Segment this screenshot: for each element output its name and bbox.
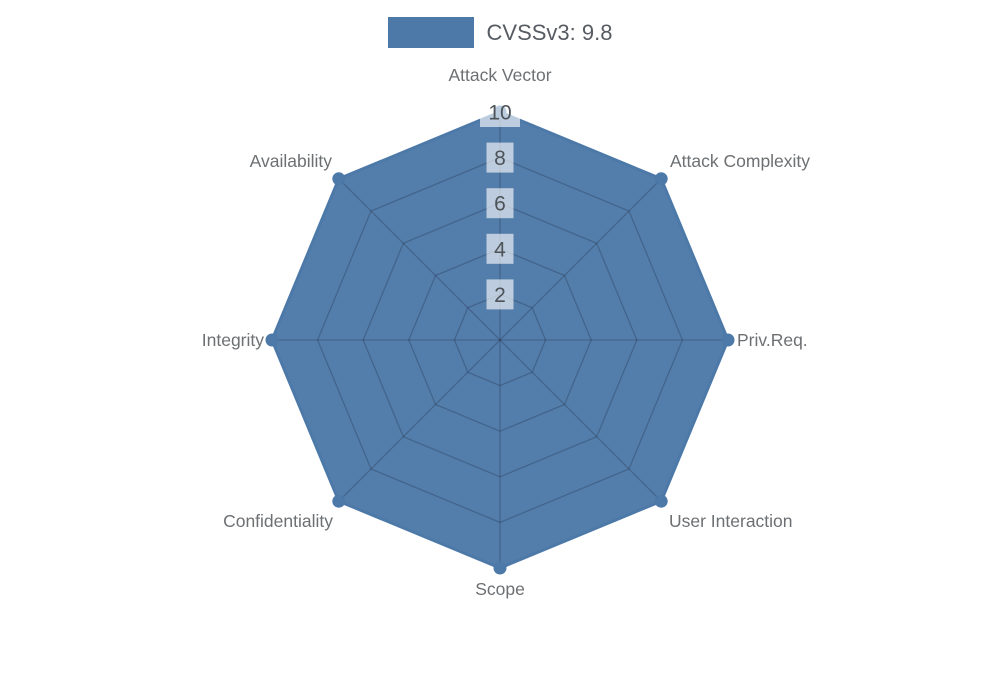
legend-label: CVSSv3: 9.8	[486, 19, 613, 45]
tick-backdrop	[486, 279, 514, 310]
tick-backdrop	[486, 142, 514, 173]
radial-tick-label: 4	[494, 238, 506, 261]
grid-spoke	[499, 339, 662, 502]
tick-backdrop	[486, 188, 514, 219]
radar-series-fill[interactable]	[272, 112, 728, 568]
grid-ring	[453, 293, 547, 387]
data-point-marker[interactable]	[654, 494, 668, 508]
data-point-marker[interactable]	[265, 333, 279, 347]
data-point-marker[interactable]	[332, 494, 346, 508]
grid-ring	[362, 202, 638, 478]
grid-spoke	[338, 178, 501, 341]
category-label: Integrity	[202, 330, 264, 350]
category-label: Confidentiality	[223, 511, 333, 531]
legend[interactable]: CVSSv3: 9.8	[0, 15, 1000, 49]
radial-tick-label: 8	[494, 147, 506, 170]
data-point-marker[interactable]	[332, 172, 346, 186]
category-label: Priv.Req.	[737, 330, 808, 350]
category-labels: Attack Vector Attack Complexity Priv.Req. U…	[202, 65, 811, 599]
grid-ring	[316, 156, 684, 524]
category-label: Attack Vector	[448, 65, 551, 85]
data-point-marker[interactable]	[493, 561, 507, 575]
legend-swatch	[387, 16, 474, 48]
tick-backdrop	[480, 97, 520, 127]
category-label: User Interaction	[669, 511, 793, 531]
category-label: Availability	[250, 151, 333, 171]
radial-tick-label: 6	[494, 193, 506, 216]
grid-ring	[408, 248, 592, 432]
grid-spoke	[338, 339, 501, 502]
category-label: Attack Complexity	[670, 151, 810, 171]
data-point-marker[interactable]	[654, 172, 668, 186]
radial-axis-ticks: 2 4 6 8 10	[480, 97, 520, 310]
data-point-marker[interactable]	[721, 333, 735, 347]
grid-spoke	[499, 178, 662, 341]
radial-tick-label: 10	[488, 102, 511, 125]
tick-backdrop	[486, 233, 514, 264]
radial-tick-label: 2	[494, 284, 506, 307]
category-label: Scope	[475, 579, 525, 599]
